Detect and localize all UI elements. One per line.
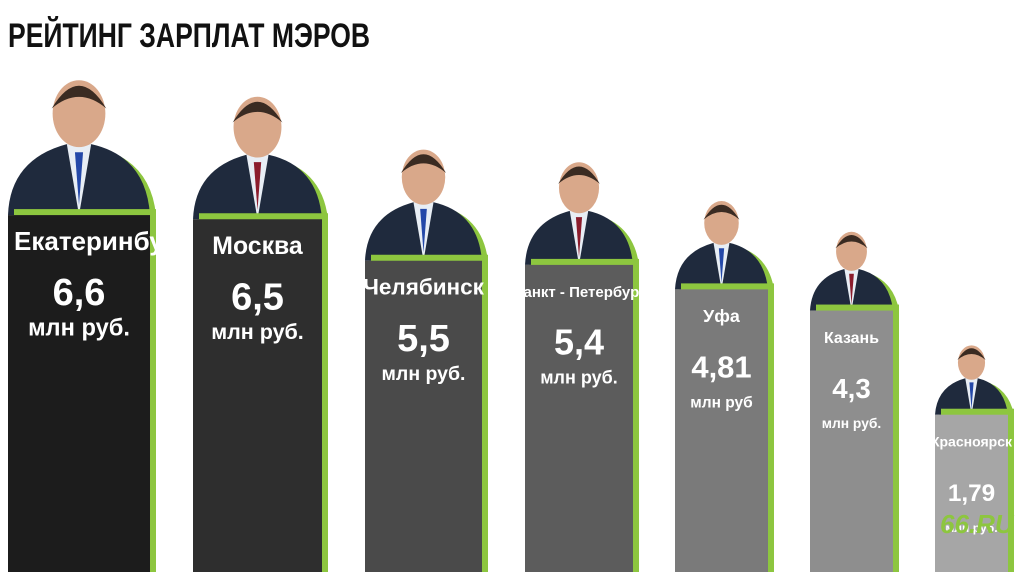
portrait-tie	[74, 152, 84, 205]
portrait-tie	[849, 273, 854, 305]
portrait-hair	[558, 166, 600, 184]
portrait-hair	[835, 234, 868, 249]
city-label: Санкт - Петербург	[512, 284, 645, 301]
unit-label: млн руб.	[945, 521, 997, 535]
unit-label: млн руб.	[540, 368, 618, 388]
city-label: Челябинск	[363, 275, 485, 300]
portrait-hair	[957, 348, 986, 360]
portrait-hair	[703, 204, 740, 220]
bar	[935, 414, 1008, 572]
value-label: 6,5	[231, 276, 284, 318]
bar	[8, 215, 150, 572]
portrait-hair	[232, 101, 283, 123]
value-label: 4,81	[691, 350, 751, 385]
value-label: 5,4	[554, 321, 604, 362]
city-label: Екатеринбург	[14, 226, 190, 256]
portrait-tie	[575, 217, 583, 258]
portrait-tie	[420, 208, 427, 253]
chart-title: РЕЙТИНГ ЗАРПЛАТ МЭРОВ	[8, 16, 370, 55]
value-label: 5,5	[397, 318, 450, 360]
portrait-hair	[400, 154, 447, 173]
portrait-hair	[51, 85, 107, 109]
unit-label: млн руб.	[822, 415, 882, 431]
bar	[675, 289, 768, 572]
bar	[365, 260, 482, 572]
city-label: Красноярск	[931, 433, 1013, 449]
portrait-tie	[718, 248, 725, 283]
bar	[193, 219, 322, 572]
value-label: 1,79	[948, 480, 995, 507]
logo: 66.RU	[940, 509, 1015, 539]
bar	[810, 310, 893, 572]
value-label: 4,3	[832, 373, 870, 404]
city-label: Москва	[212, 233, 303, 260]
value-label: 6,6	[53, 272, 106, 314]
city-label: Казань	[824, 330, 879, 347]
portrait-tie	[969, 382, 974, 410]
unit-label: млн руб	[690, 394, 752, 411]
portrait-tie	[253, 162, 262, 211]
unit-label: млн руб.	[382, 363, 466, 385]
bar	[525, 264, 633, 572]
unit-label: млн руб.	[211, 320, 304, 344]
city-label: Уфа	[703, 306, 741, 326]
unit-label: млн руб.	[28, 315, 130, 341]
